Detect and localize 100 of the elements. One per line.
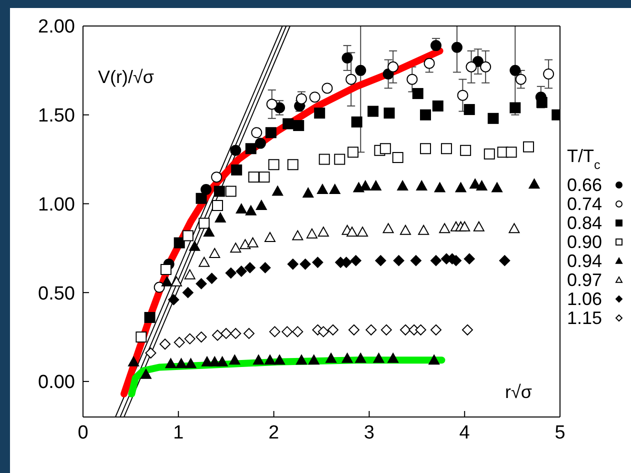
x-tick-label: 5	[554, 422, 566, 444]
point	[388, 61, 399, 72]
point	[236, 204, 247, 214]
point	[428, 354, 440, 365]
point	[240, 239, 251, 250]
point	[245, 143, 256, 154]
point	[300, 258, 311, 270]
point	[182, 230, 194, 242]
legend-label: 0.94	[567, 251, 602, 271]
point	[350, 255, 362, 266]
point	[253, 354, 264, 365]
point	[265, 127, 276, 138]
x-tick-label: 0	[78, 422, 88, 444]
point	[451, 42, 462, 53]
point	[420, 109, 431, 120]
point	[296, 354, 307, 365]
point	[196, 192, 207, 204]
point	[412, 88, 424, 100]
point	[140, 368, 152, 379]
point	[346, 226, 358, 237]
y-tick-label: 0.00	[38, 372, 75, 394]
point	[432, 100, 444, 112]
point	[434, 182, 446, 192]
point	[229, 354, 240, 365]
point	[430, 255, 442, 266]
point	[536, 96, 548, 108]
point	[418, 224, 430, 235]
point	[314, 108, 326, 119]
point	[154, 282, 165, 293]
legend-label: 0.74	[567, 194, 602, 214]
point	[182, 287, 194, 298]
y-tick-label: 1.00	[38, 194, 75, 216]
point	[260, 262, 271, 274]
point	[384, 108, 395, 119]
point	[393, 255, 404, 266]
point	[292, 230, 304, 240]
point	[184, 269, 196, 280]
point	[488, 112, 499, 124]
point	[209, 248, 220, 258]
point	[244, 262, 256, 274]
point	[225, 268, 236, 279]
legend-label: 1.06	[567, 289, 602, 309]
point	[370, 180, 382, 190]
point	[316, 184, 328, 194]
point	[326, 352, 337, 363]
point	[274, 354, 286, 365]
point	[231, 164, 242, 176]
point	[168, 294, 180, 306]
point	[209, 356, 220, 366]
x-tick-label: 3	[364, 422, 374, 444]
point	[211, 172, 222, 183]
point	[382, 223, 394, 234]
point	[430, 40, 442, 52]
point	[230, 242, 242, 253]
point	[128, 356, 140, 366]
y-axis-title: V(r)/√σ	[98, 67, 154, 87]
point	[287, 258, 298, 270]
point	[165, 358, 176, 368]
point	[189, 240, 200, 251]
point	[185, 358, 196, 368]
point	[308, 354, 320, 365]
point	[416, 180, 428, 190]
point	[174, 237, 185, 248]
point	[196, 278, 207, 290]
point	[355, 64, 366, 76]
point	[176, 358, 187, 368]
point	[245, 205, 256, 216]
point	[492, 182, 503, 192]
point	[342, 352, 353, 363]
point	[355, 352, 366, 363]
y-tick-label: 2.00	[38, 16, 75, 38]
x-axis-title: r√σ	[505, 382, 532, 402]
point	[400, 224, 411, 235]
point	[200, 184, 212, 196]
y-tick-label: 1.50	[38, 106, 75, 127]
point	[247, 237, 258, 248]
point	[455, 182, 466, 192]
legend-label: 0.90	[567, 232, 602, 252]
point	[406, 74, 418, 85]
point	[216, 356, 228, 366]
legend-label: 0.66	[567, 175, 602, 195]
point	[351, 116, 362, 128]
point	[318, 226, 329, 237]
point	[464, 253, 475, 264]
point	[144, 312, 156, 323]
legend-label: 0.97	[567, 270, 602, 290]
legend-title: T/T$_{c}$	[567, 146, 600, 172]
x-tick-label: 2	[268, 422, 280, 444]
point	[214, 186, 225, 197]
point	[424, 58, 435, 69]
point	[388, 352, 399, 363]
point	[203, 226, 214, 237]
point	[476, 180, 488, 190]
point	[264, 354, 276, 365]
point	[506, 146, 517, 158]
point	[342, 52, 353, 64]
point	[214, 212, 226, 222]
point	[510, 64, 521, 76]
point	[170, 276, 182, 286]
point	[293, 120, 304, 132]
